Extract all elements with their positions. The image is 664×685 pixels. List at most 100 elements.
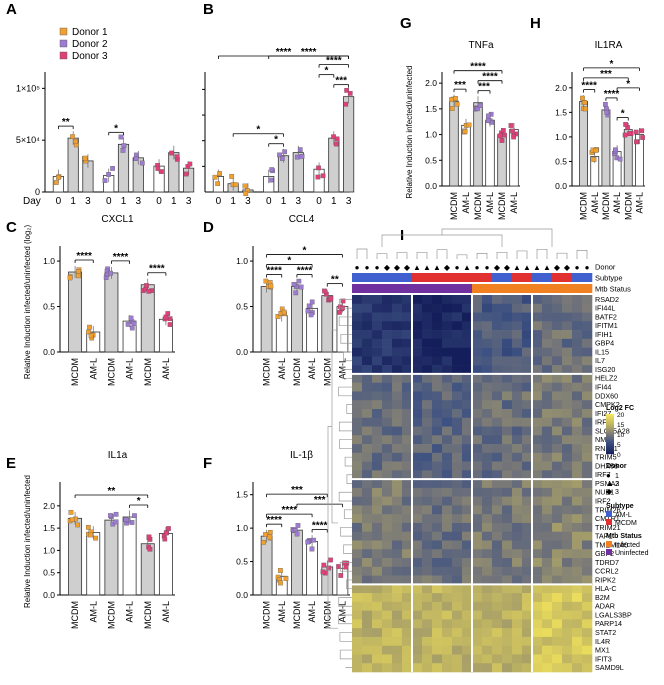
heatmap-cell: [452, 487, 463, 497]
y-tick-label: 0.5: [555, 156, 567, 166]
donor-symbol: ◆: [494, 263, 501, 272]
panel-letters: A BC DE FG HI: [6, 1, 541, 472]
heatmap-cell: [482, 373, 493, 383]
dendrogram-branch: [343, 544, 352, 554]
heatmap-cell: [372, 400, 383, 410]
heatmap-cell: [392, 654, 403, 664]
data-point: [120, 148, 126, 153]
heatmap-cell: [572, 373, 583, 383]
heatmap-cell: [512, 531, 523, 541]
heatmap-cell: [582, 330, 593, 340]
dendrogram-branch: [338, 299, 352, 309]
heatmap-cell: [462, 452, 473, 462]
y-axis-label: Relative Induction infected/uninfected: [23, 475, 32, 608]
heatmap-cell: [522, 382, 533, 392]
panel-letter-c: C: [6, 219, 17, 236]
heatmap-cell: [462, 347, 473, 357]
heatmap-row-label: MX1: [595, 646, 610, 655]
heatmap-cell: [412, 531, 423, 541]
heatmap-cell: [382, 295, 393, 305]
heatmap-cell: [582, 505, 593, 515]
x-tick-label: 3: [346, 196, 352, 207]
heatmap-cell: [422, 470, 433, 480]
heatmap-cell: [422, 663, 433, 673]
heatmap-cell: [572, 470, 583, 480]
heatmap-cell: [572, 601, 583, 611]
heatmap-cell: [482, 479, 493, 489]
heatmap-cell: [402, 321, 413, 331]
heatmap-cell: [542, 558, 553, 568]
heatmap-cell: [442, 444, 453, 454]
mtb-status-cell: [392, 284, 403, 293]
x-tick-label: AM-L: [590, 192, 600, 214]
data-point: [453, 96, 458, 101]
heatmap-cell: [512, 628, 523, 638]
heatmap-cell: [422, 645, 433, 655]
heatmap-cell: [492, 338, 503, 348]
heatmap-cell: [482, 408, 493, 419]
data-point: [639, 128, 645, 134]
heatmap-cell: [482, 601, 493, 611]
heatmap-cell: [582, 312, 593, 322]
heatmap-cell: [512, 356, 523, 366]
heatmap-cell: [572, 619, 583, 629]
heatmap-cell: [482, 330, 493, 340]
x-tick-label: 3: [135, 196, 141, 207]
heatmap-cell: [582, 654, 593, 664]
significance-label: **: [108, 486, 116, 497]
panel-letter-a: A: [6, 1, 17, 18]
heatmap-cell: [372, 549, 383, 559]
heatmap-cell: [532, 365, 543, 375]
heatmap-cell: [492, 601, 503, 611]
heatmap-cell: [542, 312, 553, 322]
data-point: [133, 156, 139, 162]
significance-label: ****: [149, 264, 165, 275]
x-tick-label: MCDM: [473, 192, 483, 220]
heatmap-cell: [572, 321, 583, 331]
heatmap-cell: [552, 444, 563, 454]
heatmap-cell: [352, 312, 363, 322]
heatmap-cell: [382, 628, 393, 638]
heatmap-cell: [572, 487, 583, 497]
heatmap-cell: [382, 303, 393, 313]
heatmap-cell: [392, 470, 403, 480]
heatmap-cell: [582, 356, 593, 366]
heatmap-cell: [552, 514, 563, 524]
heatmap-cell: [452, 566, 463, 576]
subtype-cell: [472, 273, 483, 282]
heatmap-cell: [412, 540, 423, 550]
heatmap-cell: [542, 373, 553, 383]
heatmap-cell: [392, 601, 403, 611]
heatmap-cell: [562, 417, 573, 427]
heatmap-cell: [552, 356, 563, 366]
heatmap-cell: [582, 566, 593, 576]
heatmap-cell: [432, 295, 443, 305]
heatmap-cell: [462, 558, 473, 568]
heatmap-cell: [522, 619, 533, 629]
heatmap-cell: [492, 645, 503, 655]
heatmap-cell: [412, 549, 423, 559]
heatmap-row-label: CMPK2: [595, 400, 620, 409]
heatmap-cell: [352, 373, 363, 383]
heatmap-cell: [492, 593, 503, 603]
heatmap-cell: [442, 663, 453, 673]
heatmap-cell: [462, 654, 473, 664]
heatmap-cell: [482, 610, 493, 620]
heatmap-cell: [572, 663, 583, 673]
heatmap-cell: [492, 558, 503, 568]
significance-label: **: [331, 275, 339, 286]
heatmap-cell: [452, 426, 463, 436]
heatmap-cell: [582, 365, 593, 375]
significance-label: ****: [482, 72, 498, 83]
heatmap-cell: [532, 522, 543, 533]
data-point: [342, 560, 347, 566]
heatmap-cell: [572, 435, 583, 445]
significance-label: ****: [266, 266, 282, 277]
heatmap-row-label: SAMD9L: [595, 663, 624, 672]
x-tick-label: MCDM: [143, 358, 153, 386]
data-point: [139, 160, 145, 166]
heatmap-cell: [442, 601, 453, 611]
donor-legend-label: 2: [615, 481, 619, 488]
heatmap-cell: [562, 303, 573, 313]
